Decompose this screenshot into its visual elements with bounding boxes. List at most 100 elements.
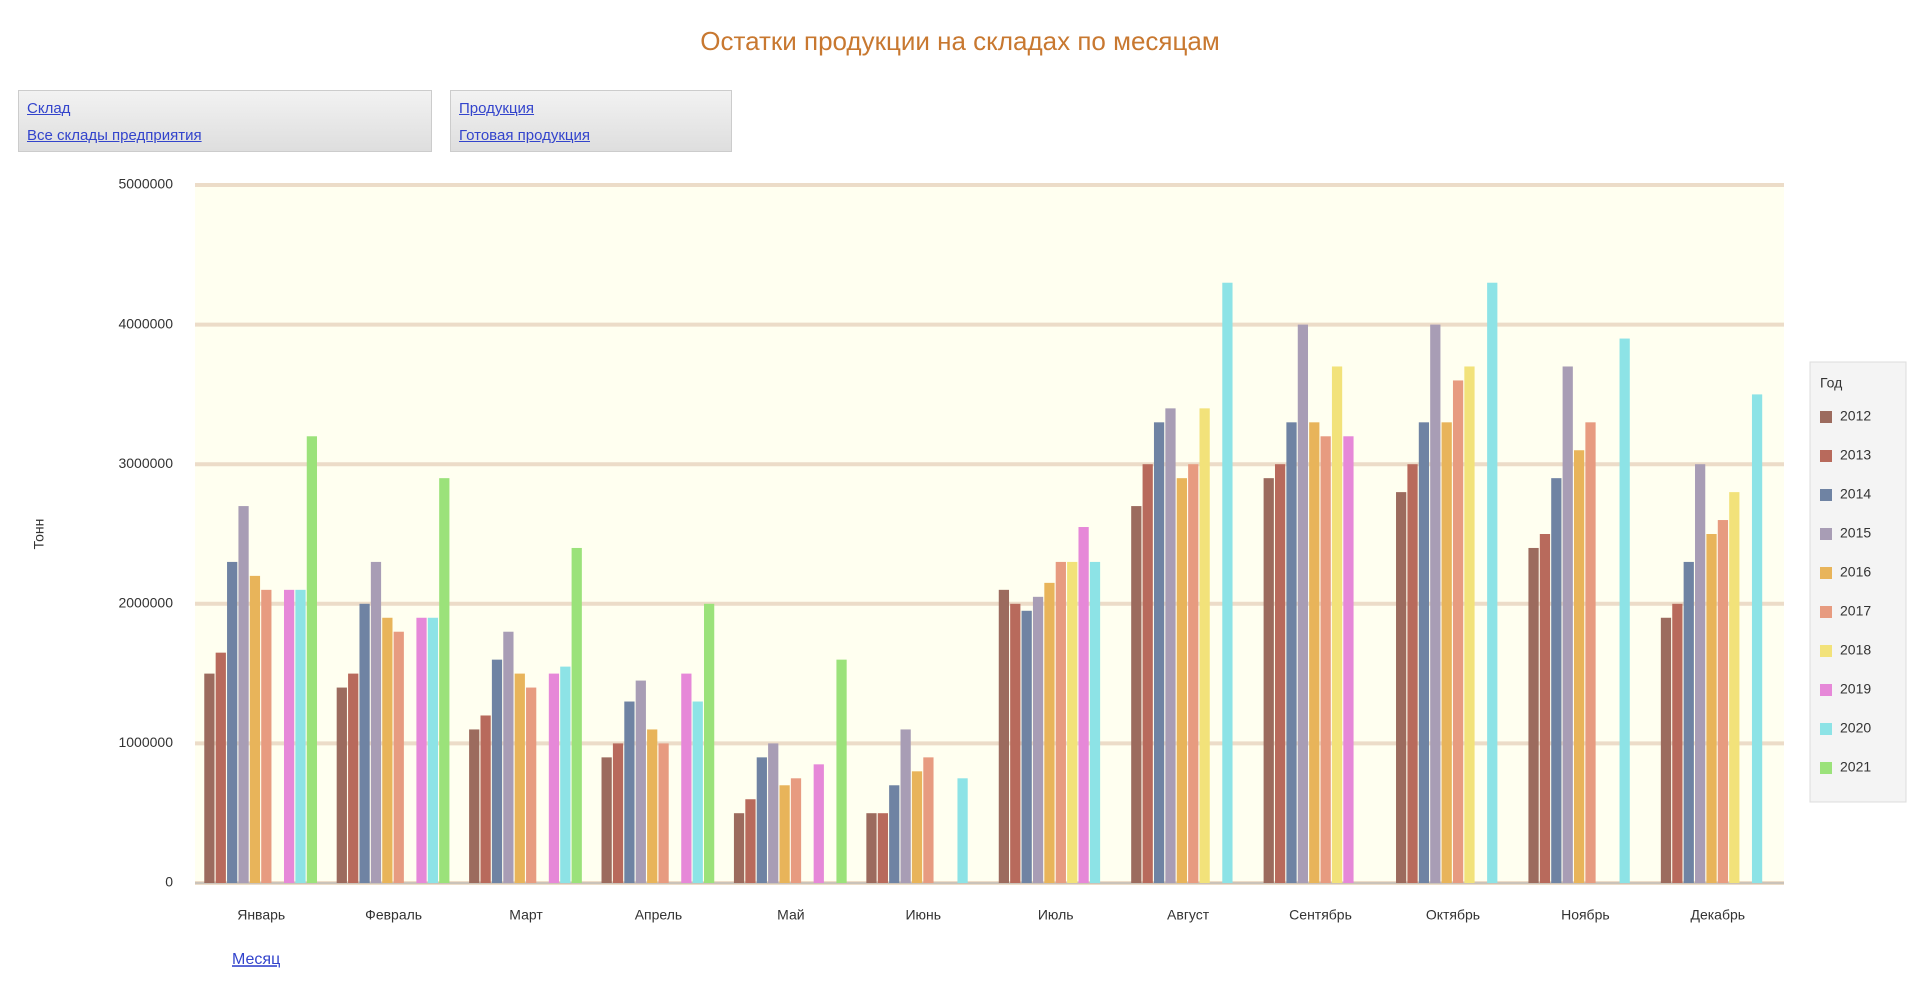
bar xyxy=(1396,492,1407,883)
legend-label: 2013 xyxy=(1840,447,1871,463)
bar xyxy=(503,631,514,883)
bar xyxy=(1320,436,1331,883)
bar xyxy=(813,764,824,883)
bar xyxy=(911,771,923,883)
bar xyxy=(1452,380,1464,883)
legend-label: 2015 xyxy=(1840,525,1871,541)
bar xyxy=(1055,561,1066,883)
legend-swatch xyxy=(1820,762,1832,774)
y-tick-label: 0 xyxy=(165,874,173,890)
legend-swatch xyxy=(1820,684,1832,696)
bar xyxy=(1309,422,1320,883)
bar xyxy=(1286,422,1297,883)
bar xyxy=(204,673,215,883)
bar xyxy=(1430,324,1441,884)
legend-swatch xyxy=(1820,489,1832,501)
x-tick-label: Ноябрь xyxy=(1561,907,1610,923)
bar xyxy=(957,778,968,883)
bar xyxy=(227,561,238,883)
bar xyxy=(1551,478,1562,883)
bar xyxy=(1539,534,1551,883)
bar xyxy=(1131,506,1142,883)
legend-label: 2020 xyxy=(1840,720,1871,736)
bar xyxy=(1528,547,1539,883)
bar xyxy=(359,603,370,883)
bar xyxy=(336,687,347,883)
bar xyxy=(1331,366,1343,884)
bar xyxy=(1660,617,1672,883)
bar xyxy=(1619,338,1630,883)
bar xyxy=(836,659,847,883)
bar xyxy=(1562,366,1573,884)
bar xyxy=(427,617,439,883)
bar xyxy=(382,617,393,883)
bar xyxy=(1441,422,1452,883)
bar xyxy=(790,778,802,883)
bar xyxy=(1464,366,1475,884)
bar xyxy=(469,729,480,883)
plot-area xyxy=(195,185,1784,883)
bar xyxy=(900,729,911,883)
x-tick-label: Июнь xyxy=(905,907,941,923)
x-tick-label: Июль xyxy=(1038,907,1074,923)
bar xyxy=(1089,561,1101,883)
bar xyxy=(877,813,888,883)
legend-label: 2012 xyxy=(1840,408,1871,424)
chart-title: Остатки продукции на складах по месяцам xyxy=(700,26,1220,56)
bar xyxy=(1672,603,1683,883)
legend-swatch xyxy=(1820,645,1832,657)
bar xyxy=(1717,520,1729,883)
bar xyxy=(560,666,571,883)
legend-label: 2014 xyxy=(1840,486,1871,502)
bar xyxy=(889,785,900,883)
bar xyxy=(733,813,745,883)
bar xyxy=(439,478,450,883)
bar xyxy=(491,659,503,883)
bar xyxy=(1165,408,1176,883)
legend-swatch xyxy=(1820,528,1832,540)
filter-label[interactable]: Склад xyxy=(27,100,71,117)
filter[interactable]: Продукция Готовая продукция xyxy=(450,90,732,152)
bar xyxy=(756,757,767,883)
bar xyxy=(601,757,612,883)
bar xyxy=(526,687,537,883)
filter-value[interactable]: Готовая продукция xyxy=(459,127,590,144)
y-tick-label: 2000000 xyxy=(118,595,173,611)
bar xyxy=(571,547,582,883)
y-tick-label: 3000000 xyxy=(118,455,173,471)
bar xyxy=(1729,492,1740,883)
bar xyxy=(1683,561,1694,883)
bar xyxy=(306,436,318,883)
bar xyxy=(261,589,272,883)
x-tick-label: Март xyxy=(509,907,543,923)
bar xyxy=(647,729,658,883)
x-axis-label[interactable]: Месяц xyxy=(232,951,280,968)
filter-label[interactable]: Продукция xyxy=(459,100,535,117)
x-tick-label: Апрель xyxy=(635,907,683,923)
bar xyxy=(1021,610,1032,883)
bar xyxy=(923,757,934,883)
bar xyxy=(1274,464,1286,883)
bar xyxy=(704,603,715,883)
bar xyxy=(745,799,756,883)
bar xyxy=(1297,324,1309,884)
filter[interactable]: Склад Все склады предприятия xyxy=(18,90,432,152)
bar xyxy=(635,680,646,883)
bar xyxy=(998,589,1010,883)
bar xyxy=(1044,582,1055,883)
y-tick-label: 4000000 xyxy=(118,315,173,331)
bar xyxy=(1222,282,1233,884)
bar xyxy=(1188,464,1199,883)
bar xyxy=(692,701,703,883)
bar xyxy=(681,673,692,883)
legend-swatch xyxy=(1820,567,1832,579)
bar xyxy=(1706,534,1717,883)
bar xyxy=(1487,282,1498,884)
filter-value[interactable]: Все склады предприятия xyxy=(27,127,202,144)
x-tick-label: Январь xyxy=(237,907,285,923)
bar xyxy=(348,673,359,883)
bar xyxy=(1199,408,1210,883)
x-tick-label: Сентябрь xyxy=(1289,907,1352,923)
legend-label: 2016 xyxy=(1840,564,1871,580)
